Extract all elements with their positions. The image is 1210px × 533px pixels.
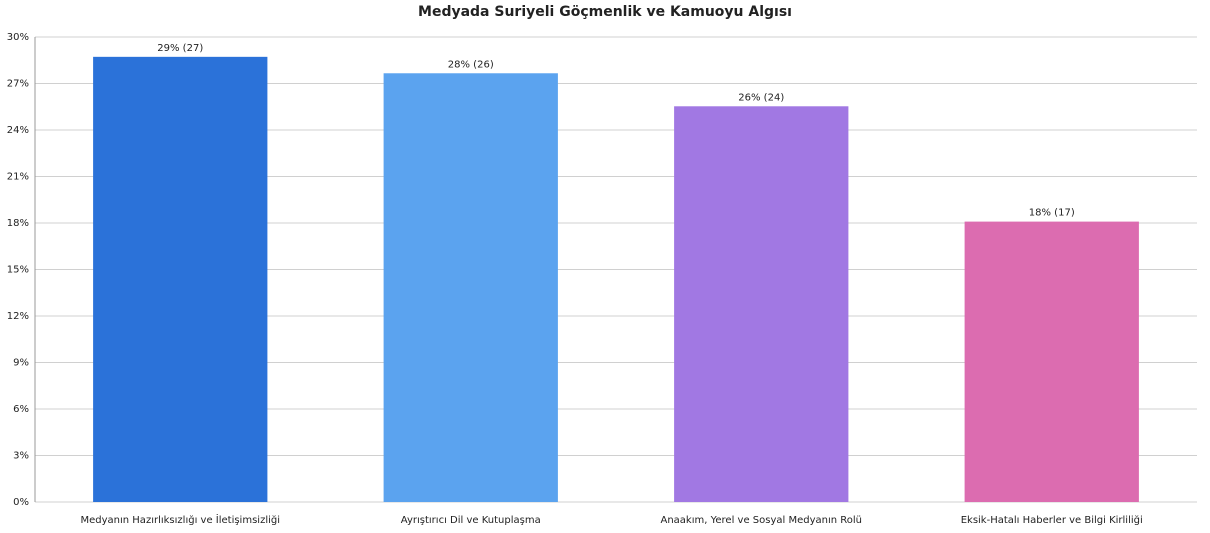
y-tick-label: 0% [13,497,29,508]
x-tick-label: Medyanın Hazırlıksızlığı ve İletişimsizl… [80,513,280,526]
y-tick-label: 24% [7,125,29,136]
y-tick-label: 9% [13,358,29,369]
y-tick-label: 6% [13,404,29,415]
chart-title: Medyada Suriyeli Göçmenlik ve Kamuoyu Al… [418,4,792,20]
bar [674,106,849,502]
data-label: 26% (24) [738,92,784,103]
data-label: 29% (27) [157,43,203,54]
data-label: 18% (17) [1029,208,1075,219]
y-tick-label: 3% [13,451,29,462]
y-tick-label: 30% [7,32,29,43]
bar [383,73,558,503]
y-tick-label: 27% [7,79,29,90]
bar [964,221,1139,503]
y-tick-label: 21% [7,172,29,183]
x-tick-label: Anaakım, Yerel ve Sosyal Medyanın Rolü [660,515,862,526]
x-tick-label: Ayrıştırıcı Dil ve Kutuplaşma [401,515,541,526]
data-label: 28% (26) [448,59,494,70]
y-tick-label: 15% [7,265,29,276]
x-tick-label: Eksik-Hatalı Haberler ve Bilgi Kirliliği [961,514,1143,526]
bar [93,56,268,503]
y-tick-label: 12% [7,311,29,322]
y-tick-label: 18% [7,218,29,229]
